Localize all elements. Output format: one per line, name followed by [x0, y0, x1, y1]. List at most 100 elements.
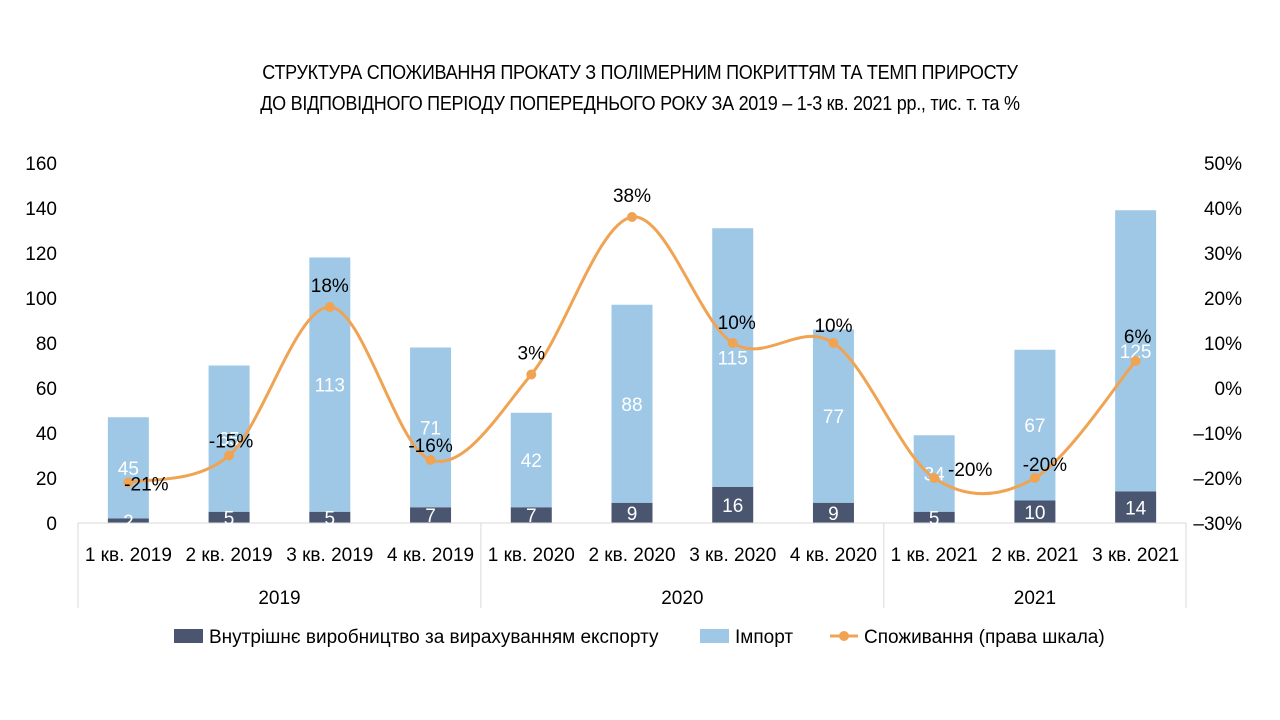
line-data-label: 38%: [613, 186, 651, 207]
data-label-domestic: 10: [1024, 503, 1045, 524]
bar-import: [309, 257, 351, 512]
line-point: [1029, 473, 1040, 483]
bar-domestic: [107, 518, 149, 523]
bar-domestic: [208, 511, 250, 523]
y2-tick-label: 0%: [1215, 379, 1243, 400]
bar-import: [812, 329, 854, 503]
line-data-label: -16%: [408, 436, 452, 457]
chart-title-line-1: СТРУКТУРА СПОЖИВАННЯ ПРОКАТУ З ПОЛІМЕРНИ…: [262, 62, 1018, 84]
bar-domestic: [1014, 500, 1056, 523]
y2-tick-label: 50%: [1204, 154, 1242, 175]
y-tick-label: 80: [36, 334, 57, 355]
line-data-label: -21%: [124, 475, 168, 496]
y-tick-label: 160: [25, 154, 57, 175]
x-tick-label: 3 кв. 2021: [1092, 545, 1179, 566]
x-tick-label: 1 кв. 2021: [891, 545, 978, 566]
x-tick-label: 1 кв. 2019: [85, 545, 172, 566]
bar-import: [107, 417, 149, 519]
y-tick-label: 140: [25, 199, 57, 220]
bar-domestic: [309, 511, 351, 523]
chart-title-line-2: ДО ВІДПОВІДНОГО ПЕРІОДУ ПОПЕРЕДНЬОГО РОК…: [260, 93, 1020, 115]
bar-import: [410, 347, 452, 508]
data-label-import: 67: [1024, 416, 1045, 437]
line-data-label: -15%: [209, 432, 253, 453]
x-tick-label: 4 кв. 2019: [387, 545, 474, 566]
y-tick-label: 60: [36, 379, 57, 400]
x-tick-label: 2 кв. 2021: [991, 545, 1078, 566]
y2-tick-label: –20%: [1193, 469, 1242, 490]
legend-swatch-import: [700, 629, 729, 643]
line-point: [324, 302, 335, 312]
data-label-domestic: 2: [123, 512, 134, 533]
bar-import: [712, 228, 754, 487]
bar-domestic: [510, 507, 552, 523]
bar-domestic: [712, 487, 754, 523]
data-label-import: 77: [823, 407, 844, 428]
line-data-label: -20%: [948, 460, 992, 481]
line-data-label: 10%: [814, 316, 852, 337]
data-label-import: 42: [521, 451, 542, 472]
bar-domestic: [1115, 491, 1157, 523]
bar-import: [1115, 210, 1157, 492]
bar-domestic: [410, 507, 452, 523]
legend-swatch-domestic: [174, 629, 203, 643]
data-label-import: 113: [315, 376, 345, 397]
line-data-label: -20%: [1023, 455, 1067, 476]
bar-domestic: [611, 502, 653, 523]
data-label-domestic: 14: [1125, 498, 1147, 519]
y-tick-label: 40: [36, 424, 57, 445]
y-tick-label: 120: [25, 244, 57, 265]
bar-domestic: [812, 502, 854, 523]
data-label-import: 88: [621, 395, 642, 416]
line-point: [425, 455, 436, 465]
line-data-label: 6%: [1124, 327, 1152, 348]
bar-import: [611, 304, 653, 503]
line-point: [123, 477, 134, 488]
data-label-domestic: 7: [425, 506, 436, 527]
legend-label-consumption: Споживання (права шкала): [864, 627, 1105, 648]
x-group-label: 2019: [258, 588, 300, 609]
data-label-domestic: 5: [224, 508, 235, 529]
legend-label-domestic: Внутрішнє виробництво за вирахуванням ек…: [209, 627, 659, 648]
x-tick-label: 4 кв. 2020: [790, 545, 877, 566]
line-point: [526, 369, 537, 380]
data-label-import: 65: [219, 430, 240, 451]
line-data-label: 3%: [518, 344, 546, 365]
data-label-domestic: 5: [325, 508, 336, 529]
data-label-import: 125: [1120, 342, 1152, 363]
data-label-import: 45: [118, 459, 139, 480]
legend-label-import: Імпорт: [735, 627, 793, 648]
x-tick-label: 3 кв. 2020: [689, 545, 776, 566]
bar-domestic: [913, 511, 955, 523]
data-label-domestic: 16: [722, 496, 743, 517]
y2-tick-label: 10%: [1204, 334, 1242, 355]
line-point: [1130, 356, 1141, 366]
line-point: [627, 212, 637, 222]
data-label-import: 115: [718, 349, 748, 370]
line-point: [929, 473, 940, 483]
x-tick-label: 1 кв. 2020: [488, 545, 575, 566]
x-group-label: 2021: [1014, 588, 1056, 609]
data-label-domestic: 9: [627, 504, 638, 525]
y-tick-label: 100: [25, 289, 57, 310]
y-tick-label: 20: [36, 469, 57, 490]
line-point: [828, 338, 839, 348]
data-label-domestic: 9: [828, 504, 839, 525]
x-tick-label: 2 кв. 2020: [588, 545, 675, 566]
legend-marker-consumption: [839, 631, 849, 641]
x-tick-label: 3 кв. 2019: [286, 545, 373, 566]
line-data-label: 18%: [311, 276, 349, 297]
data-label-domestic: 5: [929, 508, 940, 529]
x-tick-label: 2 кв. 2019: [186, 545, 273, 566]
bar-import: [510, 412, 552, 508]
line-point: [727, 338, 738, 348]
line-consumption: [127, 215, 1137, 496]
y-tick-label: 0: [46, 514, 57, 535]
y2-tick-label: 30%: [1204, 244, 1242, 265]
line-point: [224, 450, 235, 461]
data-label-import: 71: [420, 418, 441, 439]
line-data-label: 10%: [718, 313, 756, 334]
y2-tick-label: 40%: [1204, 199, 1242, 220]
